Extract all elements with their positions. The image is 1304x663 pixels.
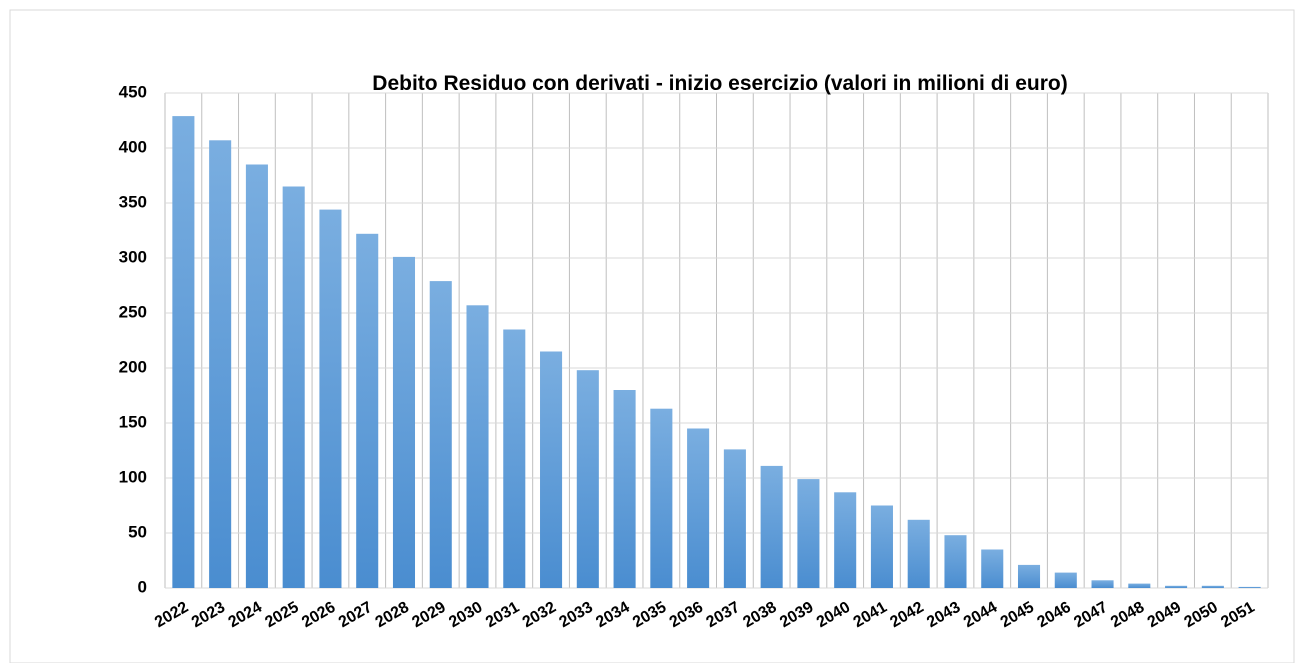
bar [1201, 585, 1224, 588]
bar [944, 535, 967, 588]
bar [503, 329, 526, 588]
bar [870, 505, 893, 588]
bar [981, 549, 1004, 588]
bar [540, 351, 563, 588]
bar [209, 140, 232, 589]
bar [429, 281, 452, 588]
bar [687, 428, 710, 588]
y-tick-label: 250 [119, 302, 147, 321]
y-tick-label: 50 [128, 522, 147, 541]
bar [613, 390, 636, 588]
grid [164, 92, 1269, 589]
bar [1238, 586, 1261, 588]
bar [760, 465, 783, 588]
y-tick-label: 150 [119, 412, 147, 431]
bar [392, 256, 416, 588]
bar [356, 233, 379, 589]
bar [650, 408, 673, 588]
bars [172, 116, 1261, 589]
bar [797, 479, 820, 588]
bar [834, 492, 857, 588]
bar [245, 164, 268, 588]
y-tick-label: 450 [119, 82, 147, 101]
y-tick-label: 300 [119, 247, 147, 266]
bar [907, 519, 930, 588]
y-tick-label: 0 [138, 577, 147, 596]
bar [1054, 572, 1077, 588]
y-tick-label: 350 [119, 192, 147, 211]
bar [466, 305, 489, 588]
bar [282, 186, 305, 588]
y-tick-label: 100 [119, 467, 147, 486]
bar [576, 370, 599, 588]
bar [1128, 583, 1151, 588]
bar [723, 449, 746, 588]
bar [1017, 564, 1041, 588]
y-tick-label: 400 [119, 137, 147, 156]
bar [1091, 580, 1114, 588]
y-tick-label: 200 [119, 357, 147, 376]
bar [319, 209, 342, 588]
chart-title: Debito Residuo con derivati - inizio ese… [372, 72, 1067, 95]
bar [1165, 585, 1188, 588]
bar [172, 116, 195, 588]
